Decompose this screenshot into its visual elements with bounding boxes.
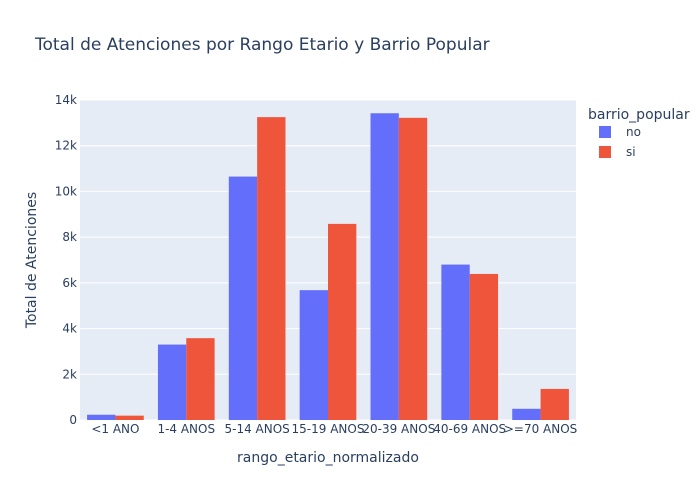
y-tick-label: 2k bbox=[62, 367, 77, 381]
bar-si bbox=[398, 117, 428, 420]
bar-si bbox=[186, 338, 215, 420]
chart-title: Total de Atenciones por Rango Etario y B… bbox=[34, 35, 490, 55]
x-tick-label: <1 ANO bbox=[91, 422, 139, 436]
bar-no bbox=[299, 290, 328, 420]
x-tick-label: 20-39 ANOS bbox=[362, 422, 435, 436]
bar-si bbox=[469, 273, 499, 420]
bar-no bbox=[157, 344, 187, 420]
legend-title: barrio_popular bbox=[588, 107, 690, 123]
legend-label-no: no bbox=[626, 125, 641, 139]
bars bbox=[87, 113, 569, 421]
y-tick-label: 4k bbox=[62, 322, 77, 336]
legend-swatch-si bbox=[599, 146, 611, 158]
x-tick-label: 1-4 ANOS bbox=[157, 422, 215, 436]
bar-si bbox=[328, 223, 357, 420]
bar-no bbox=[228, 176, 258, 420]
bar-si bbox=[115, 415, 144, 420]
bar-si bbox=[540, 388, 569, 420]
bar-no bbox=[441, 264, 470, 420]
bar-no bbox=[370, 113, 399, 420]
y-tick-label: 14k bbox=[55, 93, 77, 107]
x-axis-title: rango_etario_normalizado bbox=[237, 450, 419, 466]
bar-no bbox=[87, 414, 116, 420]
legend-swatch-no bbox=[599, 126, 611, 138]
y-axis-title: Total de Atenciones bbox=[24, 192, 40, 329]
legend: barrio_popular no si bbox=[588, 107, 690, 159]
x-tick-label: 5-14 ANOS bbox=[224, 422, 289, 436]
legend-label-si: si bbox=[626, 145, 636, 159]
x-tick-label: 15-19 ANOS bbox=[292, 422, 365, 436]
bar-no bbox=[512, 408, 541, 420]
bar-si bbox=[257, 117, 286, 421]
y-tick-label: 10k bbox=[55, 184, 77, 198]
x-tick-label: >=70 ANOS bbox=[504, 422, 577, 436]
x-tick-label: 40-69 ANOS bbox=[433, 422, 506, 436]
y-tick-label: 12k bbox=[55, 139, 77, 153]
y-tick-label: 8k bbox=[62, 230, 77, 244]
y-tick-label: 6k bbox=[62, 276, 77, 290]
y-tick-label: 0 bbox=[69, 413, 77, 427]
y-axis-ticks: 0 2k 4k 6k 8k 10k 12k 14k bbox=[55, 93, 77, 427]
